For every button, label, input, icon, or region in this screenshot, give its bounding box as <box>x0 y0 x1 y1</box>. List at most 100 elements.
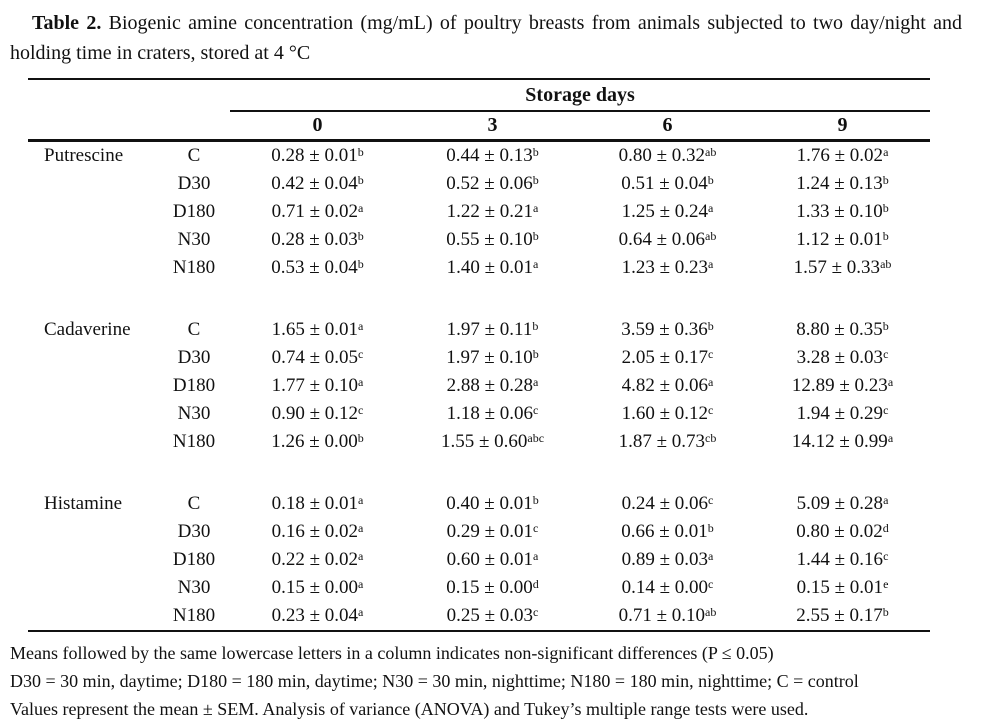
value-cell: 0.52 ± 0.06b <box>446 172 539 194</box>
significance-letter: a <box>533 200 539 215</box>
significance-letter: b <box>532 492 539 507</box>
treatment-label: N180 <box>172 431 216 452</box>
treatment-label: N30 <box>177 403 211 424</box>
significance-letter: c <box>708 492 714 507</box>
value-cell: 14.12 ± 0.99a <box>791 430 894 452</box>
amine-name <box>28 226 158 254</box>
value-cell: 1.44 ± 0.16c <box>796 548 889 570</box>
amine-name <box>28 170 158 198</box>
value-cell: 0.23 ± 0.04a <box>271 604 364 626</box>
significance-letter: a <box>887 374 894 389</box>
value-cell: 0.24 ± 0.06c <box>621 492 714 514</box>
amine-name <box>28 518 158 546</box>
header-empty-cell <box>28 111 230 142</box>
table-row: D180 0.71 ± 0.02a 1.22 ± 0.21a 1.25 ± 0.24a… <box>28 198 930 226</box>
value-cell: 0.16 ± 0.02a <box>271 520 364 542</box>
value-cell: 0.80 ± 0.32ab <box>618 144 717 166</box>
treatment-label: D180 <box>172 375 216 396</box>
treatment-label: C <box>187 145 201 166</box>
significance-letter: a <box>883 144 889 159</box>
value-cell: 0.51 ± 0.04b <box>621 172 714 194</box>
significance-letter: b <box>532 144 539 159</box>
value-cell: 1.18 ± 0.06c <box>446 402 539 424</box>
significance-letter: c <box>358 346 364 361</box>
value-cell: 0.71 ± 0.02a <box>271 200 364 222</box>
significance-letter: cb <box>705 430 717 445</box>
value-cell: 4.82 ± 0.06a <box>621 374 714 396</box>
value-cell: 1.76 ± 0.02a <box>796 144 889 166</box>
table-row: Putrescine C 0.28 ± 0.01b 0.44 ± 0.13b 0.80 … <box>28 141 930 171</box>
value-cell: 1.55 ± 0.60abc <box>440 430 545 452</box>
significance-letter: b <box>882 604 889 619</box>
amine-name <box>28 198 158 226</box>
value-cell: 1.25 ± 0.24a <box>621 200 714 222</box>
storage-days-row: Storage days <box>28 79 931 112</box>
value-cell: 1.97 ± 0.11b <box>446 318 539 340</box>
table-caption-text: Biogenic amine concentration (mg/mL) of … <box>10 12 963 64</box>
value-cell: 1.24 ± 0.13b <box>796 172 889 194</box>
value-cell: 0.44 ± 0.13b <box>446 144 539 166</box>
significance-letter: a <box>358 318 364 333</box>
value-cell: 3.28 ± 0.03c <box>796 346 889 368</box>
table-caption-label: Table 2. <box>32 12 102 34</box>
table-row: D30 0.74 ± 0.05c 1.97 ± 0.10b 2.05 ± 0.17c 3… <box>28 344 930 372</box>
value-cell: 0.15 ± 0.00a <box>271 576 364 598</box>
significance-letter: a <box>358 604 364 619</box>
value-cell: 0.55 ± 0.10b <box>446 228 539 250</box>
value-cell: 1.65 ± 0.01a <box>271 318 364 340</box>
biogenic-amine-table: Storage days 0 3 6 9 Putrescine C 0.28 ± 0… <box>28 78 931 632</box>
footnote-significance: Means followed by the same lowercase let… <box>10 643 774 663</box>
significance-letter: c <box>708 576 714 591</box>
value-cell: 0.89 ± 0.03a <box>621 548 714 570</box>
significance-letter: b <box>882 228 889 243</box>
significance-letter: a <box>708 256 714 271</box>
significance-letter: d <box>882 520 889 535</box>
value-cell: 8.80 ± 0.35b <box>796 318 889 340</box>
amine-name <box>28 602 158 631</box>
significance-letter: a <box>708 548 714 563</box>
value-cell: 1.97 ± 0.10b <box>446 346 539 368</box>
significance-letter: a <box>533 374 539 389</box>
significance-letter: ab <box>705 604 717 619</box>
treatment-label: N180 <box>172 257 216 278</box>
table-row: Cadaverine C 1.65 ± 0.01a 1.97 ± 0.11b 3.59 … <box>28 316 930 344</box>
value-cell: 0.29 ± 0.01c <box>446 520 539 542</box>
value-cell: 0.90 ± 0.12c <box>271 402 364 424</box>
value-cell: 1.87 ± 0.73cb <box>618 430 717 452</box>
significance-letter: c <box>883 548 889 563</box>
value-cell: 5.09 ± 0.28a <box>796 492 889 514</box>
header-empty-cell <box>28 79 230 111</box>
value-cell: 1.57 ± 0.33ab <box>793 256 892 278</box>
significance-letter: b <box>882 200 889 215</box>
value-cell: 0.53 ± 0.04b <box>271 256 364 278</box>
footnote-abbreviations: D30 = 30 min, daytime; D180 = 180 min, d… <box>10 671 859 691</box>
value-cell: 1.26 ± 0.00b <box>271 430 364 452</box>
significance-letter: a <box>708 374 714 389</box>
significance-letter: a <box>358 548 364 563</box>
value-cell: 0.28 ± 0.03b <box>271 228 364 250</box>
value-cell: 0.25 ± 0.03c <box>446 604 539 626</box>
significance-letter: c <box>358 402 364 417</box>
day-column-0: 0 <box>230 111 405 142</box>
significance-letter: a <box>358 374 364 389</box>
footnote-statistics: Values represent the mean ± SEM. Analysi… <box>10 699 809 719</box>
table-row: N180 1.26 ± 0.00b 1.55 ± 0.60abc 1.87 ± 0.7… <box>28 428 930 456</box>
table-row: D180 1.77 ± 0.10a 2.88 ± 0.28a 4.82 ± 0.06a… <box>28 372 930 400</box>
group-spacer-row <box>28 456 930 490</box>
table-row: Histamine C 0.18 ± 0.01a 0.40 ± 0.01b 0.24 ±… <box>28 490 930 518</box>
significance-letter: b <box>882 318 889 333</box>
table-row: D30 0.42 ± 0.04b 0.52 ± 0.06b 0.51 ± 0.04b 1… <box>28 170 930 198</box>
amine-name: Putrescine <box>44 145 124 166</box>
value-cell: 1.60 ± 0.12c <box>621 402 714 424</box>
value-cell: 0.80 ± 0.02d <box>796 520 889 542</box>
significance-letter: b <box>357 172 364 187</box>
value-cell: 2.05 ± 0.17c <box>621 346 714 368</box>
significance-letter: b <box>357 144 364 159</box>
significance-letter: a <box>533 548 539 563</box>
significance-letter: ab <box>880 256 892 271</box>
value-cell: 1.33 ± 0.10b <box>796 200 889 222</box>
value-cell: 0.66 ± 0.01b <box>621 520 714 542</box>
value-cell: 1.40 ± 0.01a <box>446 256 539 278</box>
treatment-label: N180 <box>172 605 216 626</box>
significance-letter: c <box>708 346 714 361</box>
